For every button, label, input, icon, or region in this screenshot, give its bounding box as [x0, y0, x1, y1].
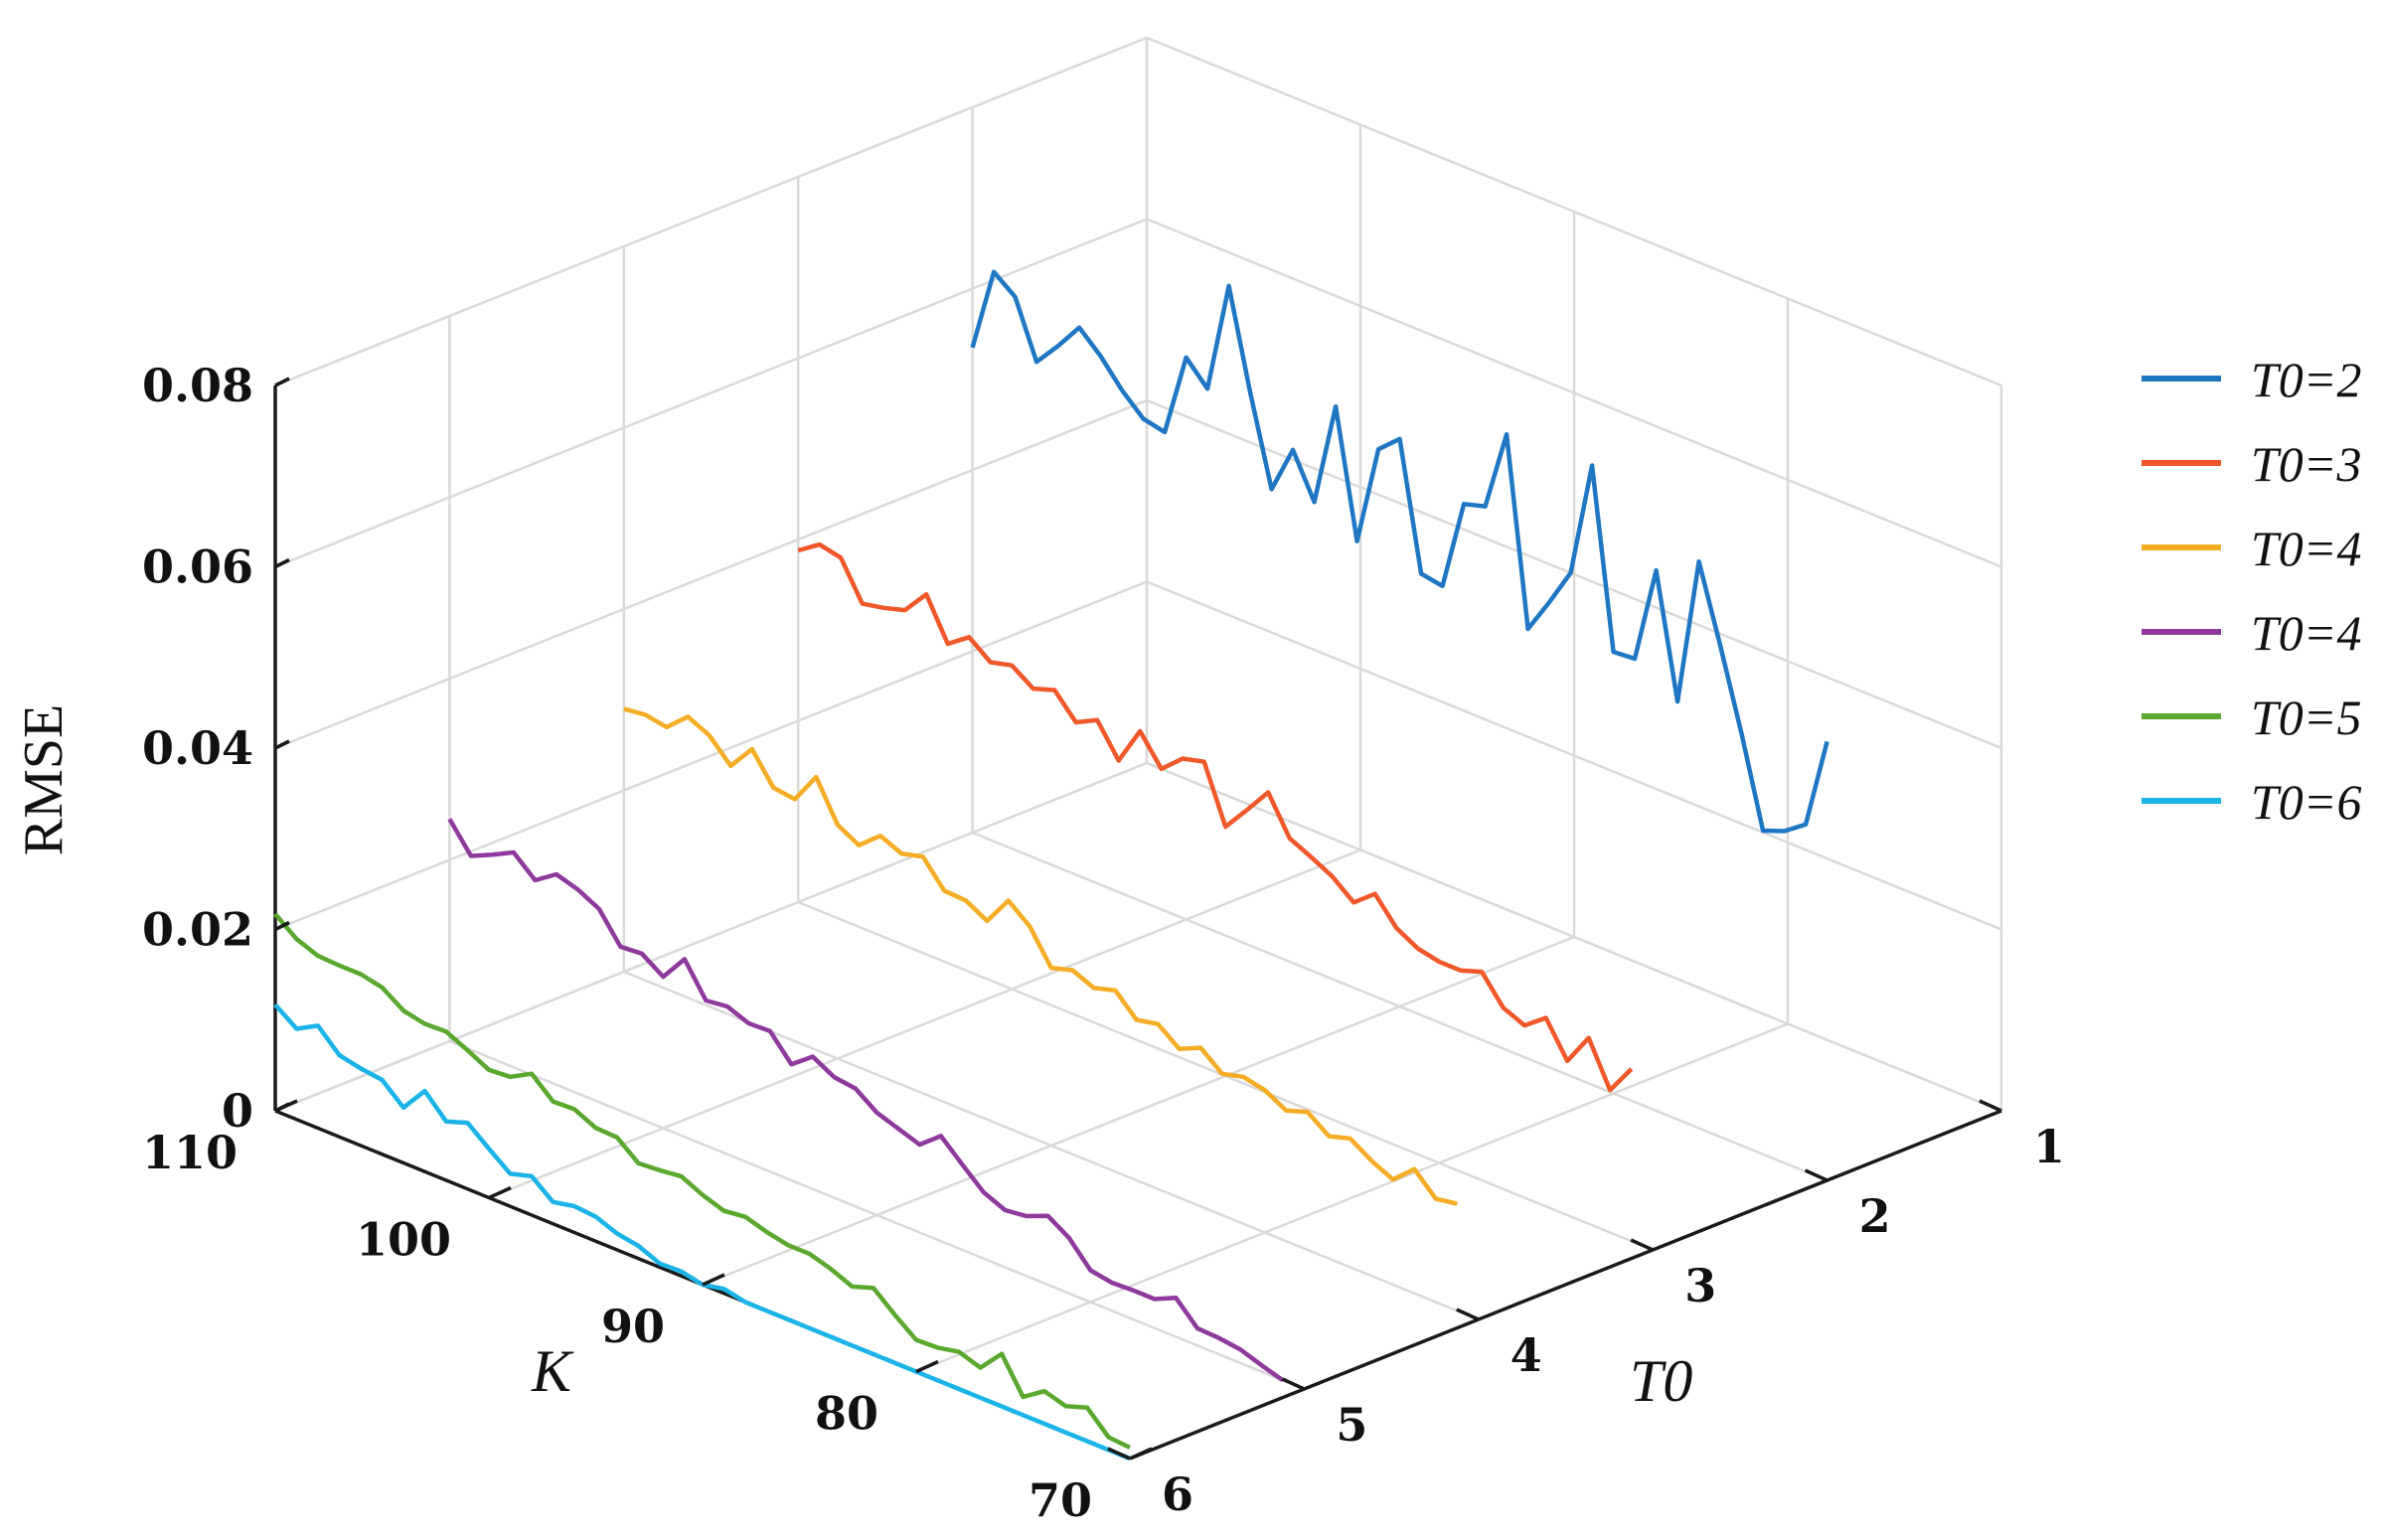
legend-label: T0=4	[2251, 605, 2362, 661]
k-axis-title: K	[531, 1338, 574, 1404]
k-tick-mark	[488, 1185, 512, 1200]
legend-label: T0=4	[2251, 521, 2362, 576]
floor-gridline-t	[448, 1039, 1305, 1391]
z-tick-label: 0.04	[142, 721, 253, 775]
k-tick-mark	[1129, 1447, 1153, 1461]
t0-tick-mark	[1804, 1168, 1828, 1182]
t0-tick-mark	[1630, 1238, 1654, 1252]
t0-axis-line	[1129, 1109, 2002, 1461]
t0-tick-label: 3	[1684, 1259, 1716, 1312]
series-line	[970, 269, 1829, 834]
t0-tick-label: 1	[2033, 1120, 2065, 1173]
floor-gridline-k	[915, 1022, 1789, 1373]
series-line	[447, 818, 1285, 1383]
wall-gridline-z	[274, 398, 2002, 750]
t0-tick-label: 4	[1510, 1328, 1542, 1382]
floor-gridline-k	[274, 761, 1148, 1113]
t0-tick-label: 5	[1336, 1398, 1367, 1452]
k-tick-mark	[702, 1273, 725, 1287]
series-line	[623, 706, 1458, 1206]
k-tick-mark	[274, 1099, 298, 1113]
z-tick-mark	[274, 557, 290, 569]
z-axis-title: RMSE	[13, 704, 75, 856]
z-tick-label: 0	[222, 1084, 253, 1138]
legend-label: T0=6	[2251, 774, 2362, 830]
ticks-layer: 0 0.02 0.04 0.06 0.08 110 100 90 80 70 1 2 3 4 5 6	[142, 359, 2065, 1527]
z-tick-mark	[274, 377, 290, 387]
floor-gridline-k	[488, 848, 1361, 1199]
k-tick-label: 100	[356, 1213, 451, 1267]
t0-tick-mark	[1107, 1447, 1131, 1461]
legend: T0=2 T0=3 T0=4 T0=4 T0=5 T0=6	[2142, 352, 2362, 830]
axes-layer	[273, 385, 2002, 1461]
legend-label: T0=2	[2251, 352, 2362, 407]
t0-tick-label: 6	[1162, 1467, 1193, 1521]
series-line	[797, 541, 1634, 1093]
wall-gridline-z	[274, 218, 2002, 568]
z-tick-mark	[274, 739, 290, 750]
t0-tick-mark	[1281, 1377, 1306, 1391]
floor-gridline-k	[702, 935, 1575, 1287]
z-tick-label: 0.06	[142, 540, 253, 594]
t0-axis-title: T0	[1630, 1348, 1692, 1414]
grid-layer	[273, 36, 2003, 1461]
k-tick-label: 70	[1029, 1473, 1092, 1527]
floor-gridline-t	[972, 831, 1828, 1182]
legend-label: T0=3	[2251, 436, 2362, 492]
z-tick-label: 0.02	[142, 903, 253, 957]
z-tick-label: 0.08	[142, 359, 253, 412]
k-tick-label: 90	[601, 1300, 665, 1353]
t0-tick-mark	[1979, 1099, 2002, 1113]
floor-gridline-t	[1146, 761, 2002, 1113]
wall-gridline-z	[274, 761, 2002, 1113]
t0-tick-mark	[1456, 1308, 1480, 1321]
wall-gridline-z	[274, 36, 2002, 387]
t0-tick-label: 2	[1859, 1189, 1891, 1243]
k-tick-label: 110	[142, 1126, 238, 1179]
z-tick-mark	[274, 920, 290, 932]
series-line	[273, 912, 1131, 1451]
k-tick-label: 80	[815, 1387, 878, 1441]
k-tick-mark	[915, 1359, 939, 1374]
legend-label: T0=5	[2251, 690, 2362, 745]
